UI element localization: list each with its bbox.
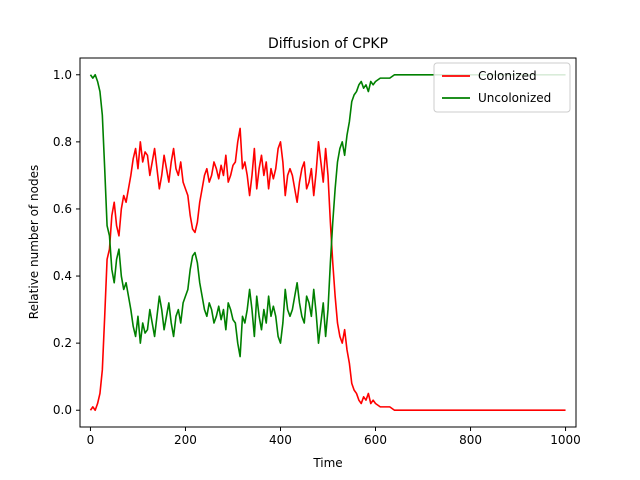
chart-title: Diffusion of CPKP	[268, 36, 388, 52]
plot-frame	[79, 57, 577, 428]
series-line-uncolonized	[89, 73, 566, 358]
y-tick-label: 0.4	[53, 269, 72, 283]
x-tick-label: 0	[87, 433, 95, 447]
y-tick-label: 0.2	[53, 336, 72, 350]
x-tick-label: 1000	[550, 433, 581, 447]
series-line-colonized	[89, 127, 566, 412]
legend: Colonized Uncolonized	[433, 62, 571, 113]
legend-label-colonized: Colonized	[478, 69, 537, 83]
y-tick-label: 0.6	[53, 202, 72, 216]
y-tick-label: 0.0	[53, 403, 72, 417]
legend-label-uncolonized: Uncolonized	[478, 91, 551, 105]
y-tick-label: 0.8	[53, 135, 72, 149]
x-tick-label: 800	[459, 433, 482, 447]
axes: 0 200 400 600 800 1000 0.0 0.2 0.4 0.6 0.8 1.0	[53, 57, 581, 447]
x-tick-label: 600	[364, 433, 387, 447]
y-axis-label: Relative number of nodes	[27, 165, 41, 319]
y-tick-label: 1.0	[53, 68, 72, 82]
x-axis-label: Time	[312, 456, 342, 470]
x-tick-label: 200	[174, 433, 197, 447]
x-tick-label: 400	[269, 433, 292, 447]
plot-lines	[89, 73, 566, 412]
